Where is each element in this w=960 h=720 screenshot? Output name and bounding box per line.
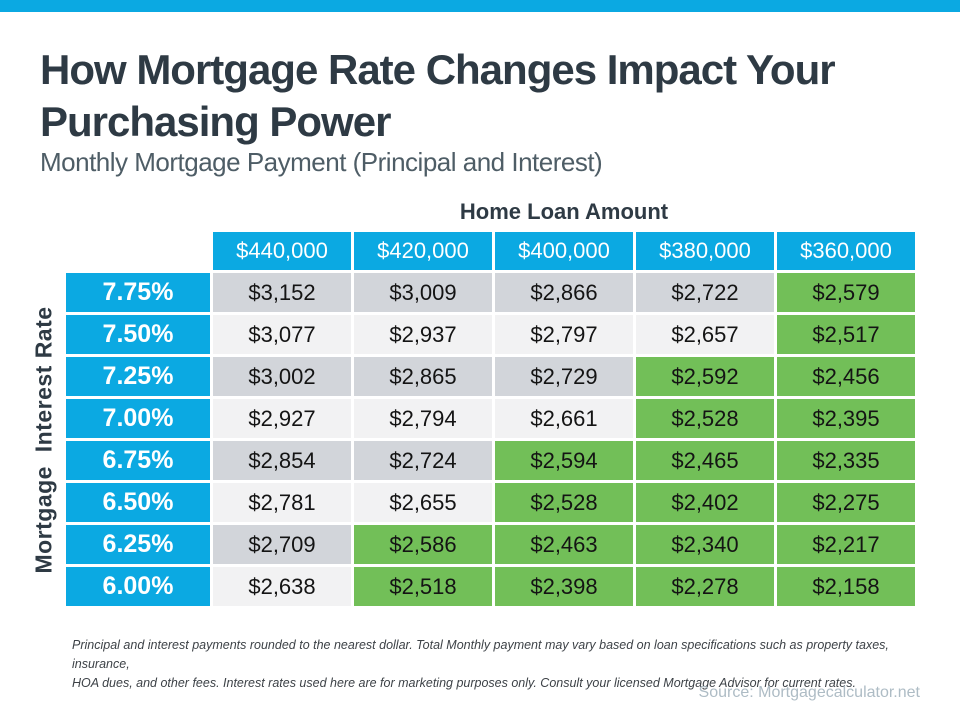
payment-cell: $3,002	[213, 357, 351, 396]
column-group-title: Home Loan Amount	[459, 199, 669, 224]
payment-cell: $2,865	[354, 357, 492, 396]
payment-cell: $3,009	[354, 273, 492, 312]
disclaimer: Principal and interest payments rounded …	[72, 636, 932, 692]
payment-cell: $2,528	[636, 399, 774, 438]
payment-cell: $2,275	[777, 483, 915, 522]
payment-cell: $2,657	[636, 315, 774, 354]
payment-cell: $2,463	[495, 525, 633, 564]
payment-cell: $2,528	[495, 483, 633, 522]
payment-cell: $2,395	[777, 399, 915, 438]
interest-rate-cell: 7.75%	[66, 273, 210, 312]
interest-rate-cell: 6.00%	[66, 567, 210, 606]
payment-cell: $2,465	[636, 441, 774, 480]
row-group-title: Mortgage Interest Rate	[30, 306, 57, 574]
page-title-line-2: Purchasing Power	[40, 98, 391, 145]
payment-cell: $2,854	[213, 441, 351, 480]
disclaimer-line-2: HOA dues, and other fees. Interest rates…	[72, 675, 856, 690]
page-subtitle: Monthly Mortgage Payment (Principal and …	[40, 147, 603, 177]
payment-cell: $2,729	[495, 357, 633, 396]
interest-rate-cell: 7.00%	[66, 399, 210, 438]
payment-cell: $2,866	[495, 273, 633, 312]
payment-cell: $2,402	[636, 483, 774, 522]
interest-rate-cell: 7.25%	[66, 357, 210, 396]
interest-rate-cell: 6.75%	[66, 441, 210, 480]
payment-table: $440,000 $420,000 $400,000 $380,000 $360,000…	[66, 232, 915, 606]
payment-cell: $2,398	[495, 567, 633, 606]
payment-cell: $2,158	[777, 567, 915, 606]
payment-cell: $2,937	[354, 315, 492, 354]
payment-cell: $2,456	[777, 357, 915, 396]
loan-amount-header: $440,000	[213, 232, 351, 270]
page-title-line-1: How Mortgage Rate Changes Impact Your	[40, 46, 836, 93]
payment-cell: $2,217	[777, 525, 915, 564]
payment-cell: $2,638	[213, 567, 351, 606]
payment-cell: $2,586	[354, 525, 492, 564]
payment-cell: $2,794	[354, 399, 492, 438]
disclaimer-line-1: Principal and interest payments rounded …	[72, 638, 889, 671]
payment-cell: $2,781	[213, 483, 351, 522]
payment-cell: $2,797	[495, 315, 633, 354]
payment-cell: $3,152	[213, 273, 351, 312]
payment-cell: $2,335	[777, 441, 915, 480]
source-credit: Source: Mortgagecalculator.net	[698, 684, 920, 701]
interest-rate-cell: 6.25%	[66, 525, 210, 564]
payment-cell: $2,661	[495, 399, 633, 438]
interest-rate-cell: 6.50%	[66, 483, 210, 522]
loan-amount-header: $380,000	[636, 232, 774, 270]
loan-amount-header: $400,000	[495, 232, 633, 270]
interest-rate-cell: 7.50%	[66, 315, 210, 354]
payment-cell: $2,592	[636, 357, 774, 396]
payment-cell: $2,722	[636, 273, 774, 312]
payment-cell: $2,340	[636, 525, 774, 564]
payment-cell: $2,927	[213, 399, 351, 438]
payment-cell: $2,517	[777, 315, 915, 354]
table-corner-spacer	[66, 232, 210, 270]
payment-cell: $2,518	[354, 567, 492, 606]
page-title: How Mortgage Rate Changes Impact Your Pu…	[40, 44, 930, 148]
payment-cell: $2,594	[495, 441, 633, 480]
top-accent-bar	[0, 0, 960, 12]
loan-amount-header: $420,000	[354, 232, 492, 270]
payment-cell: $2,709	[213, 525, 351, 564]
payment-cell: $2,579	[777, 273, 915, 312]
payment-cell: $2,724	[354, 441, 492, 480]
loan-amount-header: $360,000	[777, 232, 915, 270]
payment-cell: $2,655	[354, 483, 492, 522]
payment-cell: $3,077	[213, 315, 351, 354]
payment-cell: $2,278	[636, 567, 774, 606]
